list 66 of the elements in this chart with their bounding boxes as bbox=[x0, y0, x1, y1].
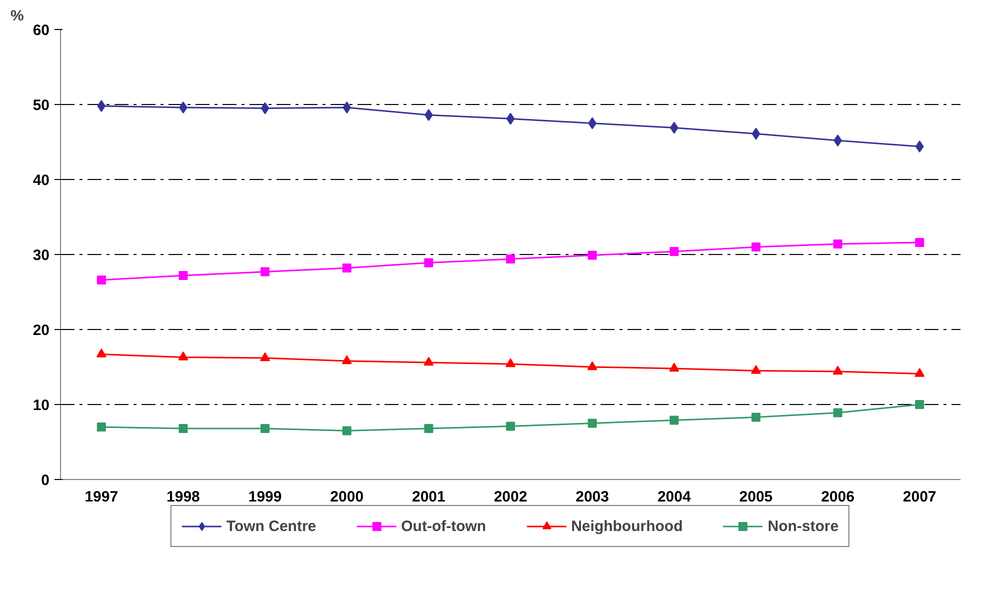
point bbox=[915, 140, 924, 152]
point bbox=[832, 366, 843, 375]
x-tick-label: 2007 bbox=[902, 488, 936, 506]
point bbox=[915, 238, 924, 247]
point bbox=[669, 362, 680, 372]
point bbox=[260, 424, 270, 433]
point bbox=[342, 355, 352, 364]
point bbox=[424, 424, 434, 433]
point bbox=[178, 424, 188, 433]
point bbox=[670, 247, 679, 256]
point bbox=[588, 418, 597, 428]
y-tick-label: 50 bbox=[32, 97, 50, 114]
x-tick-label: 2006 bbox=[821, 488, 854, 506]
point bbox=[260, 102, 270, 114]
x-tick-label: 2001 bbox=[412, 488, 446, 506]
point bbox=[342, 264, 352, 272]
point bbox=[751, 242, 760, 252]
point bbox=[834, 134, 842, 146]
y-axis-title: % bbox=[10, 8, 24, 24]
x-tick-label: 2003 bbox=[576, 488, 610, 506]
legend-label: Out-of-town bbox=[401, 518, 486, 534]
point bbox=[588, 250, 597, 260]
point bbox=[506, 358, 516, 368]
point bbox=[752, 128, 760, 140]
point bbox=[342, 102, 352, 114]
point bbox=[506, 254, 515, 264]
point bbox=[506, 112, 515, 125]
point bbox=[424, 258, 434, 268]
x-tick-label: 2002 bbox=[494, 488, 528, 506]
point bbox=[833, 408, 842, 418]
point bbox=[915, 400, 924, 409]
point bbox=[670, 122, 678, 134]
y-tick-label: 10 bbox=[32, 397, 50, 414]
x-tick-label: 1999 bbox=[248, 488, 282, 506]
legend-label: Town Centre bbox=[226, 518, 316, 534]
point bbox=[96, 422, 106, 432]
legend-label: Non-store bbox=[768, 518, 839, 534]
y-tick-label: 0 bbox=[41, 472, 50, 489]
x-tick-label: 2000 bbox=[330, 488, 364, 506]
point bbox=[342, 426, 352, 436]
point bbox=[670, 416, 679, 425]
point bbox=[424, 356, 434, 366]
y-tick-label: 40 bbox=[32, 172, 50, 189]
point bbox=[96, 276, 106, 284]
x-tick-label: 2004 bbox=[657, 488, 692, 506]
point bbox=[424, 109, 433, 121]
x-tick-label: 1997 bbox=[84, 488, 118, 506]
y-tick-label: 30 bbox=[32, 247, 50, 264]
legend-label: Neighbourhood bbox=[571, 518, 683, 534]
point bbox=[96, 348, 106, 358]
point bbox=[178, 271, 188, 280]
point bbox=[179, 102, 188, 114]
x-tick-label: 1998 bbox=[166, 488, 200, 506]
y-tick-label: 60 bbox=[32, 22, 50, 39]
point bbox=[751, 412, 760, 422]
point bbox=[587, 361, 598, 370]
point bbox=[97, 100, 106, 112]
x-tick-label: 2005 bbox=[739, 488, 773, 506]
point bbox=[750, 365, 761, 374]
point bbox=[914, 368, 925, 377]
point bbox=[833, 240, 842, 248]
point bbox=[178, 352, 188, 360]
point bbox=[506, 422, 515, 431]
point bbox=[260, 352, 270, 362]
y-tick-label: 20 bbox=[32, 322, 50, 339]
point bbox=[260, 267, 270, 276]
